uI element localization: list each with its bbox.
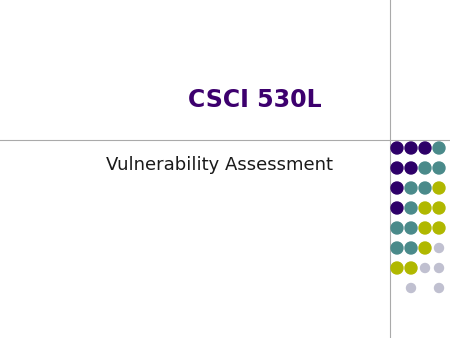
Circle shape (435, 243, 444, 252)
Circle shape (405, 142, 417, 154)
Circle shape (433, 202, 445, 214)
Circle shape (406, 284, 415, 292)
Circle shape (391, 202, 403, 214)
Circle shape (419, 182, 431, 194)
Circle shape (391, 162, 403, 174)
Circle shape (405, 202, 417, 214)
Circle shape (419, 202, 431, 214)
Circle shape (391, 182, 403, 194)
Text: CSCI 530L: CSCI 530L (188, 88, 322, 112)
Circle shape (433, 162, 445, 174)
Circle shape (433, 182, 445, 194)
Circle shape (405, 162, 417, 174)
Circle shape (391, 242, 403, 254)
Circle shape (419, 222, 431, 234)
Circle shape (435, 284, 444, 292)
Circle shape (419, 142, 431, 154)
Circle shape (433, 222, 445, 234)
Circle shape (419, 162, 431, 174)
Circle shape (435, 264, 444, 272)
Circle shape (420, 264, 429, 272)
Circle shape (405, 242, 417, 254)
Circle shape (419, 242, 431, 254)
Circle shape (391, 222, 403, 234)
Circle shape (391, 142, 403, 154)
Circle shape (391, 262, 403, 274)
Circle shape (405, 182, 417, 194)
Text: Vulnerability Assessment: Vulnerability Assessment (107, 156, 333, 174)
Circle shape (433, 142, 445, 154)
Circle shape (405, 222, 417, 234)
Circle shape (405, 262, 417, 274)
